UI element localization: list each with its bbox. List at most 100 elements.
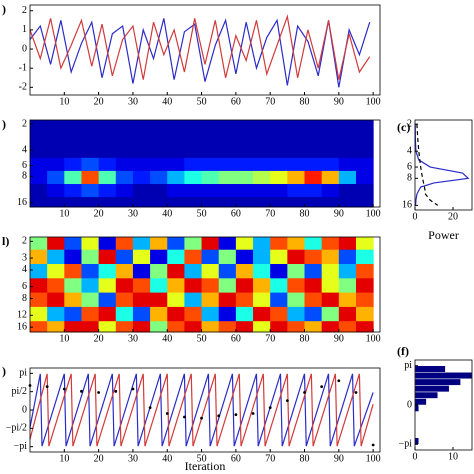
heat-cell: [321, 170, 340, 185]
heat-cell: [201, 120, 220, 133]
heat-cell: [270, 264, 288, 279]
heat-cell: [304, 292, 323, 308]
heat-cell: [132, 170, 151, 185]
panel-label: ): [2, 2, 6, 16]
heat-cell: [201, 170, 220, 185]
bar: [414, 437, 420, 445]
heat-cell: [218, 157, 237, 172]
heat-cell: [270, 120, 288, 133]
dot: [268, 406, 272, 410]
heat-cell: [98, 184, 117, 198]
heat-cell: [98, 120, 117, 133]
x-tick-label: 20: [448, 211, 458, 222]
heat-cell: [270, 278, 288, 294]
heat-cell: [115, 264, 134, 279]
x-tick-label: 100: [366, 453, 381, 464]
heat-cell: [64, 184, 82, 198]
heat-cell: [64, 264, 82, 279]
y-tick-label: 4: [22, 144, 27, 155]
heat-cell: [270, 131, 288, 146]
heat-cell: [321, 278, 340, 294]
heat-cell: [98, 278, 117, 294]
heat-cell: [253, 249, 271, 265]
heat-cell: [287, 157, 306, 172]
heat-cell: [321, 292, 340, 308]
x-tick-label: 70: [265, 96, 275, 107]
heat-cell: [355, 120, 374, 133]
heat-cell: [321, 144, 340, 159]
heat-cell: [98, 249, 117, 265]
heat-cell: [338, 131, 357, 146]
heat-cell: [115, 131, 134, 146]
heat-cell: [304, 184, 323, 198]
x-tick-label: 80: [300, 208, 310, 219]
heat-cell: [253, 292, 271, 308]
heat-cell: [355, 306, 374, 322]
heat-cell: [304, 120, 323, 133]
heat-cell: [355, 264, 374, 279]
heat-cell: [30, 157, 48, 172]
heat-cell: [132, 278, 151, 294]
heat-cell: [150, 292, 168, 308]
x-tick-label: 60: [231, 96, 241, 107]
heat-cell: [218, 131, 237, 146]
heat-cell: [201, 278, 220, 294]
heat-cell: [30, 264, 48, 279]
heat-cell: [321, 131, 340, 146]
heat-cell: [64, 278, 82, 294]
y-tick-label: -1: [19, 62, 27, 73]
heat-cell: [235, 321, 254, 333]
heat-cell: [150, 120, 168, 133]
heat-cell: [270, 249, 288, 265]
heat-cell: [115, 170, 134, 185]
heat-cell: [184, 144, 203, 159]
heat-cell: [304, 237, 323, 251]
heat-cell: [115, 144, 134, 159]
heat-cell: [167, 184, 185, 198]
y-tick-label: 4: [407, 146, 412, 157]
heat-cell: [338, 144, 357, 159]
heat-cell: [355, 131, 374, 146]
x-tick-label: 30: [128, 96, 138, 107]
heat-cell: [201, 197, 220, 208]
heat-cell: [115, 292, 134, 308]
y-tick-label: 6: [407, 161, 412, 172]
heat-cell: [167, 144, 185, 159]
dot: [234, 413, 238, 417]
dot: [320, 385, 324, 389]
heat-cell: [132, 264, 151, 279]
heat-cell: [81, 306, 100, 322]
heat-cell: [321, 197, 340, 208]
bar: [414, 398, 427, 406]
heat-cell: [64, 170, 82, 185]
dot: [80, 389, 83, 393]
heat-cell: [115, 278, 134, 294]
heat-cell: [287, 144, 306, 159]
dot: [217, 414, 221, 418]
dot: [183, 415, 186, 419]
x-tick-label: 80: [300, 453, 310, 464]
x-tick-label: 70: [265, 333, 275, 344]
heat-cell: [184, 237, 203, 251]
y-tick-label: 2: [22, 236, 27, 247]
x-tick-label: 80: [300, 333, 310, 344]
heat-cell: [321, 306, 340, 322]
heat-cell: [81, 184, 100, 198]
y-tick-label: 16: [402, 200, 412, 211]
heat-cell: [115, 237, 134, 251]
heat-cell: [287, 184, 306, 198]
heat-cell: [355, 184, 374, 198]
dot: [337, 379, 341, 383]
heat-cell: [150, 144, 168, 159]
heat-cell: [167, 249, 185, 265]
line: [29, 14, 371, 80]
heat-cell: [218, 306, 237, 322]
heat-cell: [98, 237, 117, 251]
heat-cell: [47, 170, 65, 185]
heat-cell: [98, 197, 117, 208]
dot: [354, 391, 358, 394]
heat-cell: [47, 120, 65, 133]
axes-frame: [414, 119, 473, 211]
axes-frame: [29, 236, 381, 333]
heat-cell: [167, 157, 185, 172]
